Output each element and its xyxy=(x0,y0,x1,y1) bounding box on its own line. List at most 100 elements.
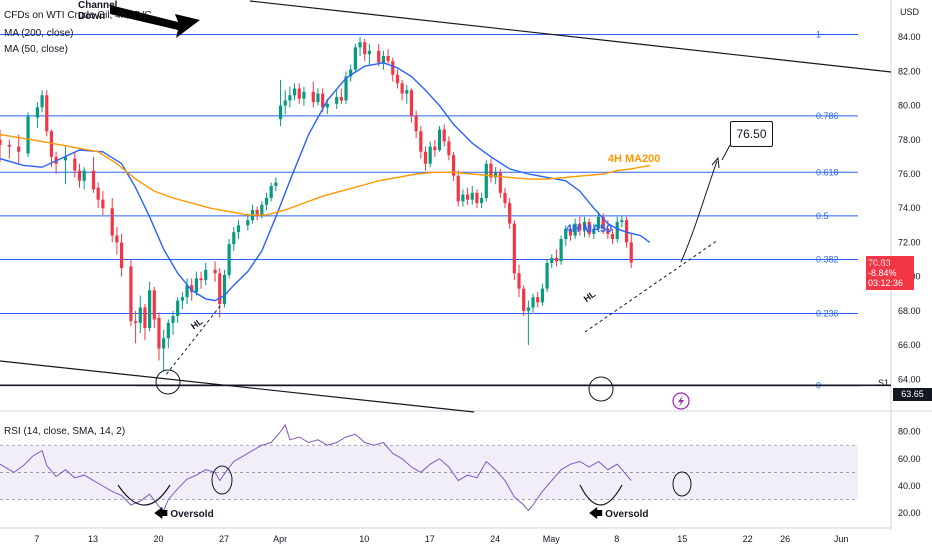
symbol-tag: USOIL xyxy=(870,260,895,269)
fib-level-label: 0.236 xyxy=(816,308,839,318)
last-price-countdown: 03:12:36 xyxy=(868,278,904,288)
time-axis-tick: 10 xyxy=(359,534,369,544)
price-axis-tick: 82.00 xyxy=(898,66,921,76)
higher-low-trendline xyxy=(584,239,719,333)
channel-label: Channel xyxy=(78,0,118,11)
low-marker-circle xyxy=(155,369,181,395)
chart-annotation: 4H MA50 xyxy=(566,223,612,235)
chart-annotation: HL xyxy=(582,289,598,304)
candle-body xyxy=(321,93,325,108)
candle-body xyxy=(0,139,2,145)
candle-body xyxy=(82,170,86,181)
rsi-legend: RSI (14, close, SMA, 14, 2) xyxy=(4,426,126,437)
target-callout[interactable]: 76.50 xyxy=(730,121,773,147)
candle-body xyxy=(526,307,530,311)
lightning-icon xyxy=(678,395,684,407)
projection-arrowhead xyxy=(711,156,720,169)
candle-body xyxy=(101,199,105,209)
candle-body xyxy=(540,288,544,303)
time-axis-tick: 17 xyxy=(425,534,435,544)
time-axis-tick: May xyxy=(543,534,561,544)
time-axis-tick: 7 xyxy=(34,534,39,544)
candle-body xyxy=(40,95,44,108)
price-axis-tick: 66.00 xyxy=(898,340,921,350)
candle-body xyxy=(451,155,456,176)
support-label: S1 xyxy=(878,378,890,388)
candle-body xyxy=(119,242,124,269)
candle-body xyxy=(17,146,21,152)
candle-body xyxy=(517,273,521,289)
candle-body xyxy=(498,172,502,193)
candle-body xyxy=(568,228,573,236)
candle-body xyxy=(559,239,563,262)
fib-level-label: 0.618 xyxy=(816,167,839,177)
candle-body xyxy=(311,91,315,103)
candle-body xyxy=(582,221,587,231)
candle-body xyxy=(442,129,446,142)
time-axis-tick: 15 xyxy=(677,534,687,544)
candle-body xyxy=(550,257,554,263)
time-axis-tick: Jun xyxy=(834,534,849,544)
fib-level-label: 0.5 xyxy=(816,211,829,221)
candle-body xyxy=(110,208,114,236)
candle-body xyxy=(264,197,269,205)
candle-body xyxy=(246,220,250,226)
ma50-legend: MA (50, close) xyxy=(4,44,68,55)
candle-body xyxy=(35,107,40,118)
candle-body xyxy=(480,197,484,204)
candle-body xyxy=(274,182,278,186)
candle-body xyxy=(456,175,460,202)
candle-body xyxy=(73,158,77,171)
candle-body xyxy=(222,274,227,305)
rsi-axis-tick: 20.00 xyxy=(898,508,921,518)
candle-body xyxy=(629,242,633,263)
candle-body xyxy=(204,269,208,281)
candle-body xyxy=(573,223,577,236)
candle-body xyxy=(395,74,400,84)
candle-body xyxy=(213,269,217,274)
time-axis-tick: 20 xyxy=(154,534,164,544)
candle-body xyxy=(171,316,175,323)
candle-body xyxy=(494,172,498,178)
candle-body xyxy=(157,317,161,349)
candle-body xyxy=(227,244,231,275)
candle-body xyxy=(316,93,320,103)
candle-body xyxy=(624,220,629,243)
candle-body xyxy=(194,278,198,293)
candle-body xyxy=(176,300,180,317)
oversold-curve xyxy=(117,484,171,506)
candle-body xyxy=(358,42,362,48)
candle-body xyxy=(335,97,339,104)
candle-body xyxy=(96,187,100,200)
candle-body xyxy=(269,185,273,198)
higher-low-trendline xyxy=(166,303,223,375)
candle-body xyxy=(503,192,507,204)
candle-body xyxy=(522,288,526,311)
candle-body xyxy=(606,228,610,234)
candle-body xyxy=(133,321,138,323)
candle-body xyxy=(353,47,357,70)
candle-body xyxy=(465,194,470,200)
ma-line xyxy=(0,133,651,216)
candle-body xyxy=(592,228,596,234)
candle-body xyxy=(7,144,11,147)
candle-body xyxy=(381,55,386,63)
channel-sublabel: Down xyxy=(78,11,106,22)
candle-body xyxy=(162,338,166,349)
candle-body xyxy=(433,146,437,151)
time-axis-tick: 27 xyxy=(219,534,229,544)
ma-line xyxy=(0,62,651,302)
time-axis-tick: 22 xyxy=(743,534,753,544)
candle-body xyxy=(596,216,601,229)
candle-body xyxy=(484,163,488,198)
candle-body xyxy=(49,131,54,157)
candle-body xyxy=(391,61,395,75)
candle-body xyxy=(512,223,516,274)
candle-body xyxy=(166,322,170,339)
candle-body xyxy=(437,129,442,151)
candle-body xyxy=(386,55,390,62)
candle-body xyxy=(545,262,549,289)
candle-body xyxy=(377,50,381,63)
symbol-legend: CFDs on WTI Crude Oil, 4h, TVC xyxy=(4,10,152,21)
